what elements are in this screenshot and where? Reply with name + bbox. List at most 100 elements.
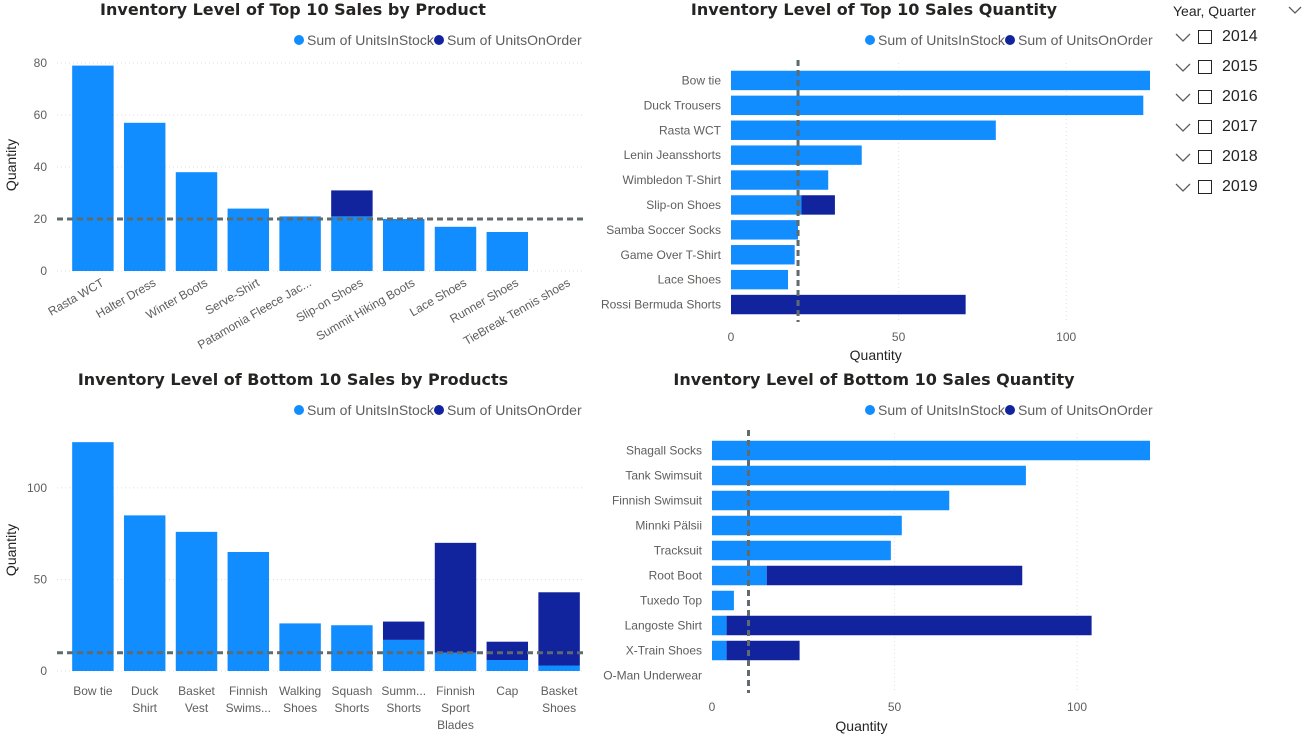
chart-top-quantity-svg: Inventory Level of Top 10 Sales Quantity… — [601, 0, 1153, 363]
legend-marker-stock — [865, 35, 875, 45]
y-axis-title: Quantity — [3, 524, 19, 576]
y-tick-label: 0 — [40, 664, 47, 678]
bar-stock — [712, 615, 727, 636]
x-tick-label-line: Squash — [332, 684, 373, 698]
x-tick-label-line: Summ... — [381, 684, 426, 698]
slicer-item-label: 2014 — [1222, 28, 1258, 45]
slicer-collapse-icon[interactable] — [1288, 2, 1302, 18]
y-tick-label: Samba Soccer Socks — [606, 223, 721, 237]
legend-label: Sum of UnitsOnOrder — [447, 32, 582, 48]
chart-title: Inventory Level of Top 10 Sales Quantity — [691, 0, 1058, 19]
chevron-down-icon[interactable] — [1174, 180, 1194, 194]
x-tick-label-line: Shorts — [386, 701, 421, 715]
y-tick-label: Tuxedo Top — [640, 594, 702, 608]
slicer-item-2019[interactable]: 2019 — [1170, 174, 1290, 200]
slicer-item-2018[interactable]: 2018 — [1170, 144, 1290, 170]
x-tick-label-line: Bow tie — [73, 684, 113, 698]
y-axis-title: Quantity — [3, 139, 19, 191]
y-tick-label: Lenin Jeansshorts — [624, 148, 721, 162]
y-tick-label: Rossi Bermuda Shorts — [601, 298, 721, 312]
x-tick-label: Duck Shirt — [131, 684, 159, 715]
legend-marker-order — [434, 35, 444, 45]
chevron-down-icon[interactable] — [1174, 150, 1194, 164]
bar-stock — [731, 269, 788, 290]
y-tick-label: Shagall Socks — [626, 444, 702, 458]
bar-stock — [72, 442, 114, 671]
x-tick-label: Summit Hiking Boots — [314, 275, 417, 343]
bar-stock — [731, 195, 802, 215]
legend-marker-order — [1005, 405, 1015, 415]
y-tick-label: 20 — [34, 212, 48, 226]
checkbox[interactable] — [1198, 60, 1212, 74]
legend-label: Sum of UnitsInStock — [307, 32, 435, 48]
slicer-item-2014[interactable]: 2014 — [1170, 24, 1290, 50]
x-tick-label-line: Swims... — [226, 701, 271, 715]
slicer-item-2016[interactable]: 2016 — [1170, 84, 1290, 110]
y-tick-label: Rasta WCT — [659, 123, 722, 137]
bar-stock — [175, 531, 218, 671]
chart-top-products-svg: Inventory Level of Top 10 Sales by Produ… — [3, 0, 585, 352]
bar-stock — [731, 245, 795, 265]
slicer-item-label: 2015 — [1222, 58, 1258, 75]
y-tick-label: Tracksuit — [654, 544, 703, 558]
x-tick-label-line: Sport — [441, 701, 470, 715]
y-tick-label: 0 — [40, 264, 47, 278]
chevron-down-icon[interactable] — [1174, 60, 1194, 74]
checkbox[interactable] — [1198, 90, 1212, 104]
chart-bottom-products-svg: Inventory Level of Bottom 10 Sales by Pr… — [3, 370, 585, 732]
x-tick-label-line: Shoes — [542, 701, 576, 715]
x-tick-label: Walking Shoes — [279, 684, 321, 715]
y-tick-label: 80 — [34, 56, 48, 70]
chevron-down-icon[interactable] — [1174, 30, 1194, 44]
slicer-item-2015[interactable]: 2015 — [1170, 54, 1290, 80]
y-tick-label: Root Boot — [649, 569, 703, 583]
x-tick-label: 100 — [1067, 700, 1087, 714]
x-tick-label: 50 — [892, 330, 906, 344]
bar-stock — [382, 219, 425, 271]
legend-marker-order — [434, 405, 444, 415]
x-tick-label-line: Shorts — [335, 701, 370, 715]
y-tick-label: 60 — [34, 108, 48, 122]
y-tick-label: X-Train Shoes — [626, 644, 702, 658]
x-axis-title: Quantity — [835, 718, 887, 734]
x-tick-label: Cap — [496, 684, 518, 698]
legend-label: Sum of UnitsInStock — [878, 402, 1006, 418]
chart-bottom-quantity: Inventory Level of Bottom 10 Sales Quant… — [590, 368, 1165, 738]
x-tick-label: Finnish Sport Blades — [436, 684, 475, 732]
y-tick-label: 100 — [27, 481, 47, 495]
slicer-item-2017[interactable]: 2017 — [1170, 114, 1290, 140]
chevron-down-icon[interactable] — [1174, 90, 1194, 104]
bar-order — [726, 615, 1092, 636]
bar-stock — [72, 65, 114, 271]
bar-order — [731, 294, 966, 315]
bar-stock — [486, 232, 529, 271]
legend-marker-order — [1005, 35, 1015, 45]
legend-marker-stock — [865, 405, 875, 415]
chart-title: Inventory Level of Bottom 10 Sales by Pr… — [78, 370, 508, 389]
bar-stock — [538, 665, 580, 671]
x-tick-label: Basket Shoes — [541, 684, 578, 715]
chart-title: Inventory Level of Bottom 10 Sales Quant… — [673, 370, 1075, 389]
y-tick-label: 50 — [34, 572, 48, 586]
bar-stock — [731, 145, 862, 165]
chevron-down-icon[interactable] — [1174, 120, 1194, 134]
checkbox[interactable] — [1198, 180, 1212, 194]
x-tick-label-line: Cap — [496, 684, 518, 698]
bar-stock — [731, 170, 829, 190]
y-tick-label: Langoste Shirt — [625, 619, 703, 633]
x-tick-label: 0 — [709, 700, 716, 714]
bar-order — [434, 542, 477, 653]
bar-stock — [279, 216, 321, 271]
chart-bottom-products: Inventory Level of Bottom 10 Sales by Pr… — [0, 368, 590, 738]
bar-order — [726, 640, 800, 661]
y-tick-label: Minnki Pälsii — [635, 519, 702, 533]
bar-order — [382, 621, 425, 640]
checkbox[interactable] — [1198, 30, 1212, 44]
x-tick-label: 0 — [728, 330, 735, 344]
x-tick-label: 100 — [1056, 330, 1076, 344]
bar-order — [486, 641, 529, 661]
checkbox[interactable] — [1198, 120, 1212, 134]
y-tick-label: Wimbledon T-Shirt — [623, 173, 722, 187]
bar-stock — [123, 515, 166, 671]
checkbox[interactable] — [1198, 150, 1212, 164]
